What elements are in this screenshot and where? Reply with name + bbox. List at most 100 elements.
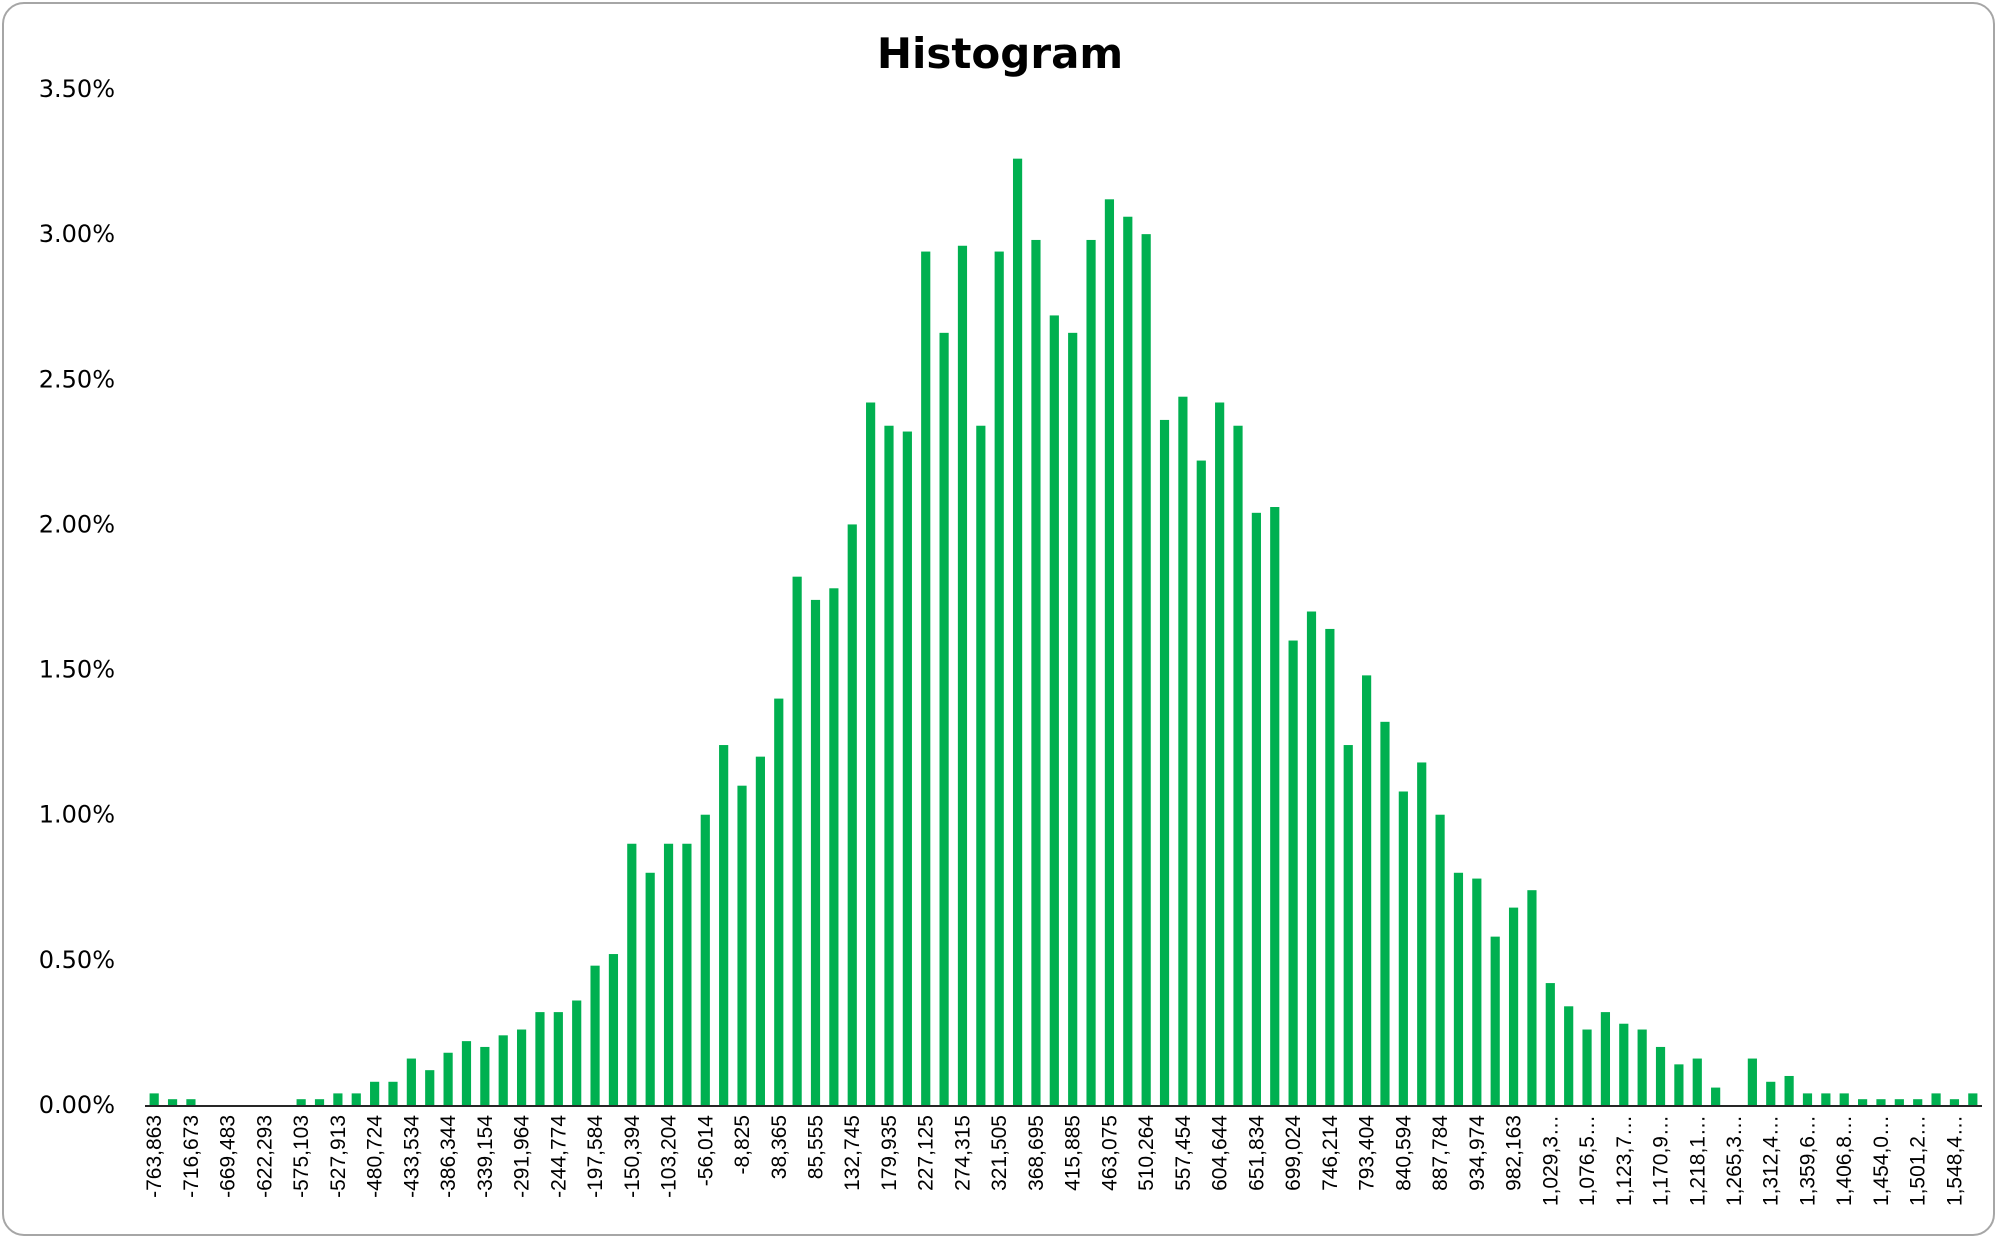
histogram-bar [406, 1058, 416, 1105]
histogram-bar [1012, 158, 1023, 1105]
x-tick-label: -622,293 [253, 1115, 276, 1198]
x-tick-label: -8,825 [731, 1115, 754, 1175]
histogram-bar [1380, 721, 1390, 1105]
histogram-bar [1564, 1006, 1574, 1105]
histogram-bar [774, 698, 784, 1105]
histogram-bar [461, 1041, 472, 1105]
histogram-bar [535, 1012, 545, 1105]
x-tick-label: 132,745 [841, 1115, 864, 1191]
histogram-bar [792, 576, 802, 1105]
histogram-bar [682, 843, 692, 1105]
histogram-bar [1159, 419, 1170, 1105]
histogram-bar [884, 425, 894, 1105]
histogram-bar [1821, 1093, 1831, 1105]
y-axis: 0.00% 0.50% 1.00% 1.50% 2.00% 2.50% 3.00% 3.50% [39, 75, 115, 1119]
histogram-bar [1545, 983, 1555, 1105]
histogram-bar [498, 1035, 508, 1105]
histogram-bar [480, 1046, 490, 1105]
histogram-bar [186, 1099, 196, 1105]
x-tick-label: 1,312,4… [1760, 1115, 1783, 1206]
histogram-bar [1123, 216, 1133, 1105]
histogram-bar [1968, 1093, 1978, 1105]
x-tick-label: 1,170,9… [1650, 1115, 1673, 1206]
x-tick-label: 1,548,4… [1943, 1115, 1966, 1206]
histogram-bar [553, 1012, 563, 1105]
x-tick-label: -150,394 [621, 1115, 644, 1198]
histogram-bar [333, 1093, 343, 1105]
x-tick-label: -103,204 [658, 1115, 681, 1198]
histogram-bar [1068, 332, 1078, 1106]
x-tick-label: -669,483 [217, 1115, 240, 1198]
x-tick-label: 463,075 [1098, 1115, 1121, 1191]
y-tick-label: 1.50% [39, 656, 115, 684]
histogram-bar [1876, 1099, 1886, 1105]
histogram-bar [149, 1093, 159, 1105]
x-tick-label: 793,404 [1356, 1115, 1379, 1191]
histogram-bar [1711, 1087, 1721, 1105]
x-tick-label: 651,834 [1245, 1115, 1268, 1191]
y-tick-label: 2.50% [39, 365, 115, 393]
histogram-bar [388, 1081, 398, 1105]
x-tick-label: 840,594 [1392, 1115, 1415, 1191]
x-tick-label: 227,125 [915, 1115, 938, 1191]
y-tick-label: 2.00% [39, 510, 115, 538]
x-tick-label: 746,214 [1319, 1115, 1342, 1191]
x-tick-label: 1,076,5… [1576, 1115, 1599, 1206]
histogram-bar [829, 588, 839, 1105]
x-tick-label: 1,123,7… [1613, 1115, 1636, 1206]
x-tick-label: 604,644 [1209, 1115, 1232, 1191]
histogram-bar [1674, 1064, 1684, 1105]
histogram-bar [1858, 1099, 1868, 1105]
histogram-bar [1398, 791, 1408, 1105]
y-tick-label: 3.00% [39, 220, 115, 248]
x-tick-label: 368,695 [1025, 1115, 1048, 1191]
histogram-bar [516, 1029, 527, 1105]
histogram-bar [1600, 1012, 1611, 1105]
histogram-bar [1178, 396, 1188, 1105]
x-tick-label: -56,014 [694, 1115, 717, 1187]
histogram-bar [847, 524, 857, 1105]
x-tick-label: 557,454 [1172, 1115, 1195, 1191]
histogram-bar [957, 245, 968, 1106]
histogram-bar [1508, 907, 1519, 1105]
histogram-bar [719, 745, 729, 1105]
x-tick-label: 1,454,0… [1870, 1115, 1893, 1206]
histogram-bar [1031, 239, 1041, 1105]
histogram-bar [1270, 507, 1280, 1105]
x-tick-label: -480,724 [364, 1115, 387, 1198]
x-tick-label: 1,218,1… [1686, 1115, 1709, 1206]
histogram-bar [1747, 1058, 1757, 1105]
y-tick-label: 3.50% [39, 75, 115, 103]
x-tick-label: 1,501,2… [1907, 1115, 1930, 1206]
histogram-bar [1692, 1058, 1702, 1105]
histogram-bar [902, 431, 912, 1106]
x-tick-label: 415,885 [1062, 1115, 1085, 1191]
histogram-bar [370, 1081, 380, 1105]
x-tick-label: -433,534 [400, 1115, 423, 1198]
x-tick-label: -339,154 [474, 1115, 497, 1198]
histogram-bar [296, 1099, 306, 1105]
histogram-bar [866, 402, 876, 1106]
chart-title: Histogram [877, 29, 1123, 78]
x-tick-label: 510,264 [1135, 1115, 1158, 1191]
histogram-bar [1766, 1081, 1776, 1105]
histogram-bar [1086, 239, 1096, 1105]
histogram-bar [1582, 1029, 1592, 1105]
histogram-bar [627, 843, 637, 1105]
histogram-bar [590, 965, 600, 1105]
histogram-bar [1527, 890, 1537, 1105]
x-tick-label: 1,406,8… [1833, 1115, 1856, 1206]
histogram-bar [1362, 675, 1372, 1105]
histogram-bar [921, 251, 931, 1105]
histogram-bar [1141, 234, 1151, 1106]
histogram-bar [1288, 640, 1298, 1105]
histogram-bar [167, 1099, 178, 1105]
x-tick-label: -386,344 [437, 1115, 460, 1198]
histogram-bar [1325, 628, 1335, 1105]
histogram-bar [1619, 1023, 1629, 1105]
histogram-bar [976, 425, 986, 1105]
histogram-bar [663, 843, 674, 1105]
histogram-bar [755, 756, 765, 1105]
histogram-bar [737, 785, 747, 1105]
histogram-bar [572, 1000, 582, 1105]
